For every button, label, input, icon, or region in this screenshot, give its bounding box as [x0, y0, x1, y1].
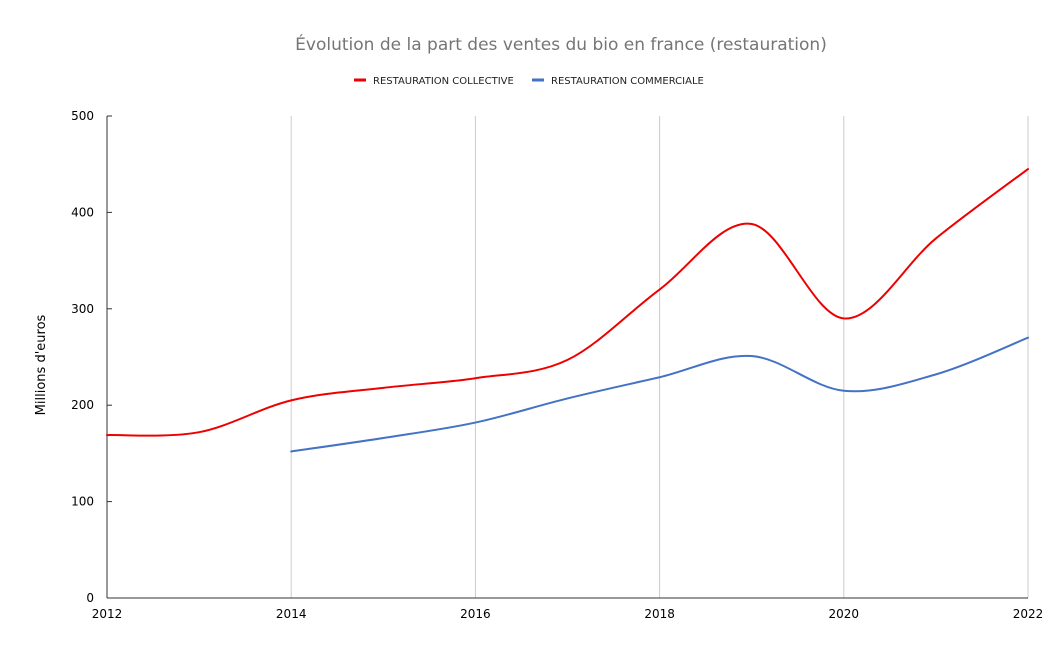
y-tick-label: 500 [71, 109, 94, 123]
x-tick-label: 2016 [460, 607, 491, 621]
y-tick-label: 400 [71, 205, 94, 219]
x-tick-label: 2020 [829, 607, 860, 621]
series-line-restauration-collective [106, 168, 1029, 437]
x-tick-label: 2022 [1013, 607, 1044, 621]
y-tick-label: 200 [71, 398, 94, 412]
y-tick-label: 300 [71, 302, 94, 316]
y-axis-ticks: 0 100 200 300 400 500 [71, 109, 112, 605]
y-tick-label: 0 [86, 591, 94, 605]
y-axis-label: Millions d'euros [34, 314, 49, 415]
y-tick-label: 100 [71, 495, 94, 509]
grid [290, 116, 1029, 598]
x-tick-label: 2018 [644, 607, 675, 621]
series-line-restauration-commerciale [290, 336, 1029, 453]
x-tick-label: 2012 [92, 607, 123, 621]
axes [106, 116, 1028, 599]
series-lines [106, 168, 1029, 453]
legend-label-restauration-commerciale: RESTAURATION COMMERCIALE [551, 76, 704, 87]
x-axis-ticks: 2012 2014 2016 2018 2020 2022 [92, 607, 1044, 621]
chart-title: Évolution de la part des ventes du bio e… [295, 33, 827, 55]
legend: RESTAURATION COLLECTIVE RESTAURATION COM… [354, 76, 704, 87]
x-tick-label: 2014 [276, 607, 307, 621]
legend-label-restauration-collective: RESTAURATION COLLECTIVE [373, 76, 514, 87]
